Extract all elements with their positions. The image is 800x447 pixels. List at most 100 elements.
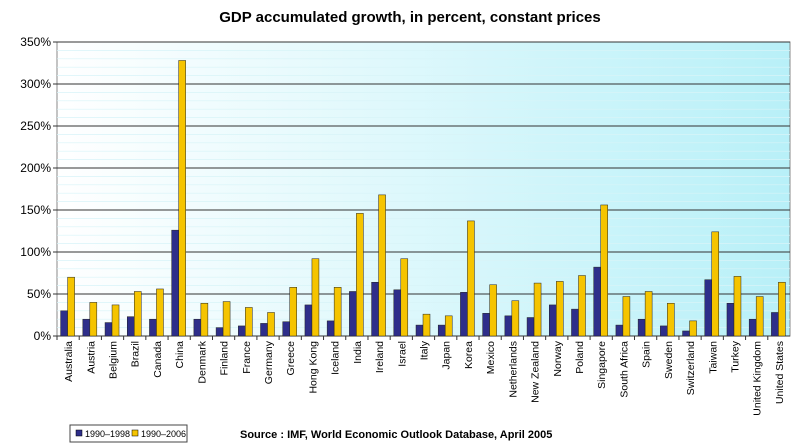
bar-finland-1990-2006: [222, 301, 231, 337]
bar-norway-1990-2006: [556, 281, 564, 337]
plot-area: [56, 41, 791, 337]
bar-new-zealand-1990-2006: [533, 282, 542, 337]
bar-ireland-1990-1998: [371, 281, 379, 337]
bar-norway-1990-1998: [549, 304, 557, 337]
bar-korea-1990-2006: [467, 220, 475, 337]
bar-taiwan-1990-2006: [711, 231, 720, 337]
bar-united-states-1990-1998: [771, 312, 779, 337]
bar-south-africa-1990-2006: [622, 296, 631, 337]
bar-netherlands-1990-2006: [511, 300, 520, 337]
bar-austria-1990-1998: [82, 318, 91, 337]
bar-united-states-1990-2006: [778, 281, 786, 337]
x-tick-label: United States: [774, 341, 786, 404]
bar-germany-1990-2006: [267, 312, 275, 337]
x-tick-label: France: [241, 341, 253, 374]
bar-netherlands-1990-1998: [504, 315, 513, 337]
bar-japan-1990-1998: [437, 324, 446, 337]
bar-brazil-1990-2006: [133, 291, 142, 337]
bar-united-kingdom-1990-2006: [755, 296, 764, 337]
x-tick-label: Australia: [63, 341, 75, 382]
y-tick-label: 0%: [34, 329, 52, 343]
bar-ireland-1990-2006: [378, 194, 386, 337]
bar-australia-1990-2006: [67, 276, 75, 337]
x-tick-label: Spain: [641, 341, 653, 368]
bar-greece-1990-2006: [289, 287, 297, 337]
legend: 1990–1998 1990–2006: [69, 424, 188, 443]
y-tick-label: 100%: [20, 245, 51, 259]
bar-united-kingdom-1990-1998: [748, 318, 757, 337]
bar-turkey-1990-2006: [733, 276, 742, 337]
bar-iceland-1990-1998: [326, 320, 335, 337]
bar-singapore-1990-1998: [593, 266, 601, 337]
x-tick-label: Italy: [419, 340, 431, 360]
bar-canada-1990-2006: [156, 288, 164, 337]
x-tick-label: Canada: [152, 341, 164, 378]
x-tick-label: Japan: [441, 341, 453, 370]
source-note: Source : IMF, World Economic Outlook Dat…: [240, 429, 552, 441]
x-tick-label: India: [352, 341, 364, 364]
x-tick-label: Brazil: [130, 341, 142, 367]
x-tick-label: Switzerland: [685, 341, 697, 395]
x-tick-label: Austria: [85, 341, 97, 374]
bar-spain-1990-1998: [637, 318, 646, 337]
legend-swatch-1990-1998: [75, 429, 83, 437]
x-tick-label: Turkey: [729, 340, 741, 372]
bar-switzerland-1990-2006: [689, 320, 697, 337]
y-tick-label: 50%: [27, 287, 51, 301]
x-tick-label: Mexico: [485, 341, 497, 374]
bar-china-1990-2006: [178, 60, 186, 337]
bar-japan-1990-2006: [444, 315, 453, 337]
bar-taiwan-1990-1998: [704, 279, 713, 337]
bar-finland-1990-1998: [215, 327, 224, 337]
x-tick-label: Sweden: [663, 341, 675, 379]
bar-korea-1990-1998: [460, 292, 468, 337]
y-tick-label: 350%: [20, 35, 51, 49]
bar-denmark-1990-2006: [200, 302, 209, 337]
bar-israel-1990-2006: [400, 258, 409, 337]
x-tick-label: Israel: [396, 341, 408, 367]
bar-brazil-1990-1998: [126, 316, 135, 337]
bar-india-1990-2006: [356, 213, 364, 337]
x-tick-label: Germany: [263, 340, 275, 384]
bar-austria-1990-2006: [89, 302, 98, 337]
bar-south-africa-1990-1998: [615, 324, 624, 337]
bar-hong-kong-1990-1998: [304, 304, 313, 337]
bar-france-1990-1998: [238, 325, 246, 337]
x-tick-label: Singapore: [596, 341, 608, 389]
bar-denmark-1990-1998: [193, 318, 202, 337]
bar-australia-1990-1998: [60, 310, 68, 337]
bar-hong-kong-1990-2006: [311, 258, 320, 337]
x-tick-label: China: [174, 341, 186, 369]
x-tick-label: New Zealand: [530, 341, 542, 403]
x-tick-label: Iceland: [330, 341, 342, 375]
bar-italy-1990-1998: [415, 324, 424, 337]
bar-new-zealand-1990-1998: [526, 317, 535, 337]
x-tick-label: South Africa: [618, 341, 630, 398]
x-tick-label: Belgium: [108, 341, 120, 379]
bar-canada-1990-1998: [149, 318, 157, 337]
bar-greece-1990-1998: [282, 321, 290, 337]
x-tick-label: Ireland: [374, 341, 386, 373]
x-tick-label: Poland: [574, 341, 586, 374]
legend-swatch-1990-2006: [131, 429, 139, 437]
y-tick-label: 200%: [20, 161, 51, 175]
x-tick-label: Netherlands: [507, 341, 519, 398]
x-tick-label: Greece: [285, 341, 297, 376]
legend-label-1990-2006: 1990–2006: [141, 429, 186, 439]
bar-poland-1990-2006: [578, 275, 586, 337]
bar-mexico-1990-2006: [489, 284, 497, 337]
bar-iceland-1990-2006: [333, 287, 342, 337]
x-tick-label: Taiwan: [707, 341, 719, 374]
x-tick-label: Norway: [552, 340, 564, 376]
bar-china-1990-1998: [171, 229, 179, 337]
bar-turkey-1990-1998: [726, 302, 735, 337]
bar-belgium-1990-1998: [104, 322, 113, 337]
bar-mexico-1990-1998: [482, 313, 490, 337]
x-tick-label: Hong Kong: [307, 341, 319, 394]
y-tick-label: 150%: [20, 203, 51, 217]
bar-sweden-1990-2006: [667, 302, 675, 337]
bar-spain-1990-2006: [644, 291, 653, 337]
x-tick-label: Denmark: [196, 340, 208, 383]
